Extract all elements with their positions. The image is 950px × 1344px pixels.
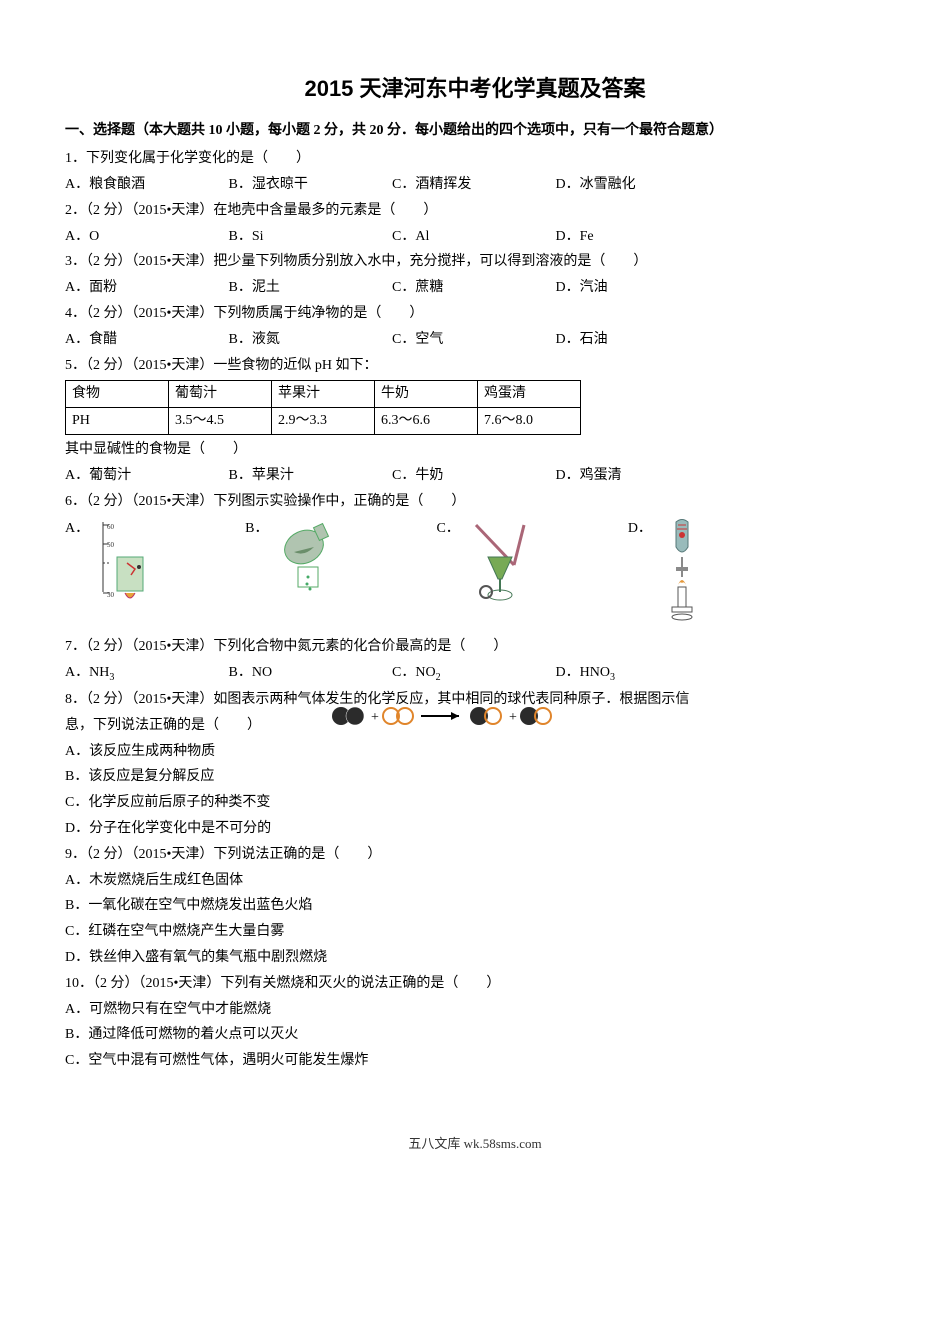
q10-b: B．通过降低可燃物的着火点可以灭火 bbox=[65, 1023, 885, 1047]
q5-th-2: 苹果汁 bbox=[272, 381, 375, 408]
q4-d: D．石油 bbox=[556, 328, 716, 352]
burner-tube-icon bbox=[658, 517, 706, 627]
q1-stem: 1．下列变化属于化学变化的是（ ） bbox=[65, 147, 885, 171]
q1-d: D．冰雪融化 bbox=[556, 173, 716, 197]
q6-d-wrap: D． bbox=[628, 517, 706, 627]
q1-options: A．粮食酿酒 B．湿衣晾干 C．酒精挥发 D．冰雪融化 bbox=[65, 173, 885, 197]
pouring-flask-icon bbox=[274, 517, 346, 607]
q3-b: B．泥土 bbox=[229, 276, 389, 300]
q9-c: C．红磷在空气中燃烧产生大量白雾 bbox=[65, 920, 885, 944]
svg-text:50: 50 bbox=[107, 541, 115, 549]
q5-sub: 其中显碱性的食物是（ ） bbox=[65, 438, 885, 462]
q5-options: A．葡萄汁 B．苹果汁 C．牛奶 D．鸡蛋清 bbox=[65, 464, 885, 488]
q5-table: 食物 葡萄汁 苹果汁 牛奶 鸡蛋清 PH 3.5～4.5 2.9～3.3 6.3… bbox=[65, 380, 581, 435]
q5-d: D．鸡蛋清 bbox=[556, 464, 716, 488]
q7-c: C．NO2 bbox=[392, 661, 552, 686]
q6-a-wrap: A． 60 50 30 bbox=[65, 517, 155, 607]
q2-stem: 2．（2 分）（2015•天津）在地壳中含量最多的元素是（ ） bbox=[65, 199, 885, 223]
q5-th-0: 食物 bbox=[66, 381, 169, 408]
q5-r-2: 2.9～3.3 bbox=[272, 408, 375, 435]
q7-a: A．NH3 bbox=[65, 661, 225, 686]
q10-c: C．空气中混有可燃性气体，遇明火可能发生爆炸 bbox=[65, 1049, 885, 1073]
q6-b-wrap: B． bbox=[245, 517, 346, 607]
q6-c-label: C． bbox=[436, 517, 459, 541]
q2-c: C．Al bbox=[392, 225, 552, 249]
q5-stem: 5．（2 分）（2015•天津）一些食物的近似 pH 如下： bbox=[65, 354, 885, 378]
page-title: 2015 天津河东中考化学真题及答案 bbox=[65, 70, 885, 107]
q6-c-wrap: C． bbox=[436, 517, 537, 607]
q4-c: C．空气 bbox=[392, 328, 552, 352]
q5-r-3: 6.3～6.6 bbox=[375, 408, 478, 435]
q7-d: D．HNO3 bbox=[556, 661, 716, 686]
q4-b: B．液氮 bbox=[229, 328, 389, 352]
q9-a: A．木炭燃烧后生成红色固体 bbox=[65, 869, 885, 893]
q4-options: A．食醋 B．液氮 C．空气 D．石油 bbox=[65, 328, 885, 352]
q8-a: A．该反应生成两种物质 bbox=[65, 740, 885, 764]
q8-c: C．化学反应前后原子的种类不变 bbox=[65, 791, 885, 815]
q4-stem: 4．（2 分）（2015•天津）下列物质属于纯净物的是（ ） bbox=[65, 302, 885, 326]
q2-d: D．Fe bbox=[556, 225, 716, 249]
svg-text:30: 30 bbox=[107, 591, 115, 599]
q10-a: A．可燃物只有在空气中才能燃烧 bbox=[65, 998, 885, 1022]
q2-options: A．O B．Si C．Al D．Fe bbox=[65, 225, 885, 249]
q8-d: D．分子在化学变化中是不可分的 bbox=[65, 817, 885, 841]
reaction-diagram-icon: + + bbox=[329, 701, 589, 731]
svg-text:60: 60 bbox=[107, 523, 115, 531]
q5-a: A．葡萄汁 bbox=[65, 464, 225, 488]
q5-c: C．牛奶 bbox=[392, 464, 552, 488]
filter-funnel-icon bbox=[466, 517, 538, 607]
q6-images: A． 60 50 30 B． bbox=[65, 517, 885, 627]
q8-stem2: 息，下列说法正确的是（ ） bbox=[65, 714, 261, 738]
q1-a: A．粮食酿酒 bbox=[65, 173, 225, 197]
thermometer-beaker-icon: 60 50 30 bbox=[95, 517, 155, 607]
q8-row: 息，下列说法正确的是（ ） + + bbox=[65, 714, 885, 738]
q10-stem: 10．（2 分）（2015•天津）下列有关燃烧和灭火的说法正确的是（ ） bbox=[65, 972, 885, 996]
q4-a: A．食醋 bbox=[65, 328, 225, 352]
q2-a: A．O bbox=[65, 225, 225, 249]
q6-d-label: D． bbox=[628, 517, 652, 541]
q9-b: B．一氧化碳在空气中燃烧发出蓝色火焰 bbox=[65, 894, 885, 918]
q5-th-3: 牛奶 bbox=[375, 381, 478, 408]
q9-stem: 9．（2 分）（2015•天津）下列说法正确的是（ ） bbox=[65, 843, 885, 867]
section-header: 一、选择题（本大题共 10 小题，每小题 2 分，共 20 分．每小题给出的四个… bbox=[65, 119, 885, 143]
q7-b: B．NO bbox=[229, 661, 389, 685]
svg-text:+: + bbox=[371, 710, 379, 725]
page-footer: 五八文库 wk.58sms.com bbox=[65, 1133, 885, 1155]
q3-d: D．汽油 bbox=[556, 276, 716, 300]
q7-options: A．NH3 B．NO C．NO2 D．HNO3 bbox=[65, 661, 885, 686]
q5-b: B．苹果汁 bbox=[229, 464, 389, 488]
q7-stem: 7．（2 分）（2015•天津）下列化合物中氮元素的化合价最高的是（ ） bbox=[65, 635, 885, 659]
q5-r-1: 3.5～4.5 bbox=[169, 408, 272, 435]
q3-options: A．面粉 B．泥土 C．蔗糖 D．汽油 bbox=[65, 276, 885, 300]
q5-th-1: 葡萄汁 bbox=[169, 381, 272, 408]
q8-b: B．该反应是复分解反应 bbox=[65, 765, 885, 789]
q1-c: C．酒精挥发 bbox=[392, 173, 552, 197]
q3-a: A．面粉 bbox=[65, 276, 225, 300]
q2-b: B．Si bbox=[229, 225, 389, 249]
q5-th-4: 鸡蛋清 bbox=[478, 381, 581, 408]
q5-r-0: PH bbox=[66, 408, 169, 435]
q1-b: B．湿衣晾干 bbox=[229, 173, 389, 197]
svg-text:+: + bbox=[509, 710, 517, 725]
q6-b-label: B． bbox=[245, 517, 268, 541]
q6-a-label: A． bbox=[65, 517, 89, 541]
q6-stem: 6．（2 分）（2015•天津）下列图示实验操作中，正确的是（ ） bbox=[65, 490, 885, 514]
q9-d: D．铁丝伸入盛有氧气的集气瓶中剧烈燃烧 bbox=[65, 946, 885, 970]
q3-stem: 3．（2 分）（2015•天津）把少量下列物质分别放入水中，充分搅拌，可以得到溶… bbox=[65, 250, 885, 274]
q3-c: C．蔗糖 bbox=[392, 276, 552, 300]
q5-r-4: 7.6～8.0 bbox=[478, 408, 581, 435]
